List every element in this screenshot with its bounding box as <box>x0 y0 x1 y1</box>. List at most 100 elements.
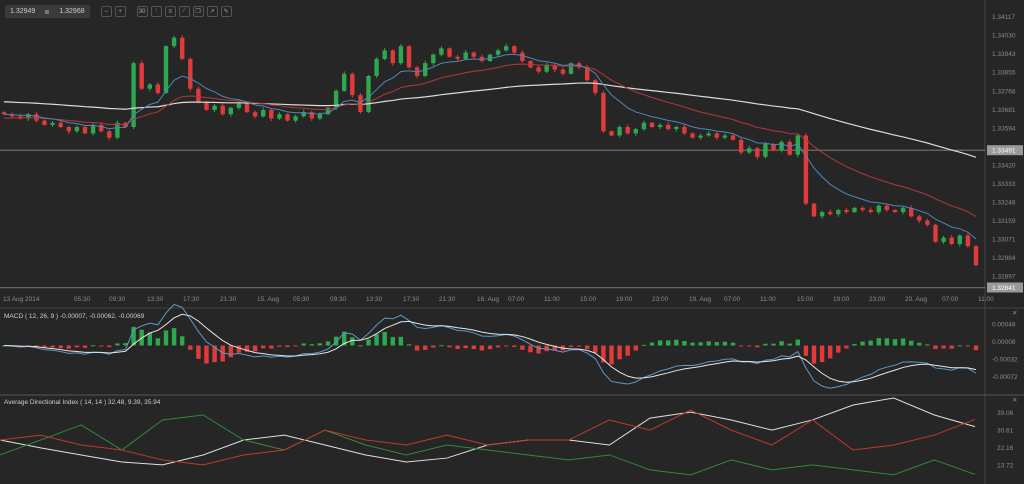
macd-histogram-bar <box>698 342 703 346</box>
price-tick-label: 1.34117 <box>992 14 1015 21</box>
indicators-icon[interactable]: ≡ <box>164 6 176 17</box>
macd-histogram-bar <box>34 345 39 347</box>
quote-box: 1.32949 1.32968 <box>5 5 90 18</box>
candle-body <box>350 73 355 96</box>
macd-histogram-bar <box>609 345 614 365</box>
macd-histogram-bar <box>439 345 444 347</box>
macd-histogram-bar <box>925 344 930 346</box>
candle-body <box>674 127 679 130</box>
macd-histogram-bar <box>585 345 590 349</box>
ma-mid-line <box>3 63 977 217</box>
macd-histogram-bar <box>277 345 282 347</box>
zoom-in-icon[interactable]: + <box>114 6 126 17</box>
candle-body <box>220 105 225 115</box>
candle-body <box>147 84 152 89</box>
candle-body <box>342 73 347 91</box>
candle-body <box>358 95 363 113</box>
candle-body <box>42 120 47 125</box>
macd-histogram-bar <box>261 345 266 349</box>
macd-histogram-bar <box>706 341 711 346</box>
candle-body <box>593 80 598 93</box>
macd-histogram-bar <box>131 326 136 346</box>
last-price-marker <box>987 282 1023 293</box>
candle-body <box>933 224 938 242</box>
macd-histogram-bar <box>350 337 355 346</box>
candle-body <box>803 135 809 204</box>
macd-label: MACD ( 12, 26, 9 ) -0.00007, -0.00062, -… <box>4 313 145 320</box>
price-tick-label: 1.33855 <box>992 70 1016 77</box>
candle-body <box>66 127 71 132</box>
candle-body <box>90 124 96 134</box>
candle-body <box>730 135 736 140</box>
macd-histogram-bar <box>107 345 112 348</box>
zoom-out-icon[interactable]: − <box>100 6 112 17</box>
macd-histogram-bar <box>973 345 979 351</box>
close-adx-icon: ✕ <box>1012 397 1017 404</box>
macd-histogram-bar <box>123 343 128 346</box>
chart-toolbar: 1.32949 1.32968 − + 30 ⫶ ≡ ⟋ ❐ ↗ ✎ <box>5 5 232 18</box>
drawing-icon[interactable]: ⟋ <box>178 6 190 17</box>
candle-body <box>787 141 792 155</box>
time-tick-label: 15:00 <box>580 296 597 303</box>
macd-histogram-bar <box>309 344 314 346</box>
macd-histogram-bar <box>803 345 809 356</box>
pencil-icon[interactable]: ✎ <box>220 6 232 17</box>
macd-histogram-bar <box>236 345 242 353</box>
candle-body <box>58 122 63 127</box>
layers-icon[interactable]: ❐ <box>192 6 204 17</box>
candle-body <box>325 107 331 115</box>
macd-histogram-bar <box>641 344 647 346</box>
candle-body <box>552 65 557 70</box>
macd-histogram-bar <box>722 341 728 346</box>
candle-body <box>747 148 752 153</box>
price-tick-label: 1.33159 <box>992 218 1016 225</box>
candle-body <box>9 114 15 117</box>
candle-body <box>844 209 849 213</box>
chart-type-icon[interactable]: ⫶ <box>150 6 162 17</box>
candle-body <box>925 220 930 225</box>
candle-body <box>965 235 971 247</box>
candle-body <box>115 122 120 138</box>
candle-body <box>495 50 501 55</box>
candle-body <box>957 235 962 245</box>
macd-histogram-bar <box>900 338 906 346</box>
price-tick-label: 1.33333 <box>992 181 1016 188</box>
candle-body <box>633 129 638 134</box>
candle-body <box>973 246 979 266</box>
adx-minus_di-line <box>0 409 976 466</box>
macd-histogram-bar <box>852 343 857 346</box>
candle-body <box>666 124 671 130</box>
candle-body <box>512 46 517 53</box>
macd-histogram-bar <box>66 345 71 349</box>
candle-body <box>836 209 841 215</box>
candle-body <box>560 69 566 74</box>
macd-histogram-bar <box>593 345 598 353</box>
candle-body <box>811 203 817 217</box>
macd-histogram-bar <box>811 345 817 364</box>
macd-histogram-bar <box>90 345 96 347</box>
candle-body <box>455 56 460 59</box>
candle-body <box>212 105 217 110</box>
time-tick-label: 19:00 <box>833 296 850 303</box>
macd-histogram-bar <box>819 345 825 363</box>
macd-histogram-bar <box>520 345 525 350</box>
macd-histogram-bar <box>690 342 695 346</box>
time-tick-label: 07:00 <box>942 296 959 303</box>
macd-histogram-bar <box>495 345 501 348</box>
candle-body <box>949 237 954 245</box>
candle-body <box>909 207 914 217</box>
macd-histogram-bar <box>844 345 849 349</box>
time-tick-label: 11:00 <box>978 296 994 303</box>
trendline-icon[interactable]: ↗ <box>206 6 218 17</box>
price-tick-label: 1.34030 <box>992 33 1016 40</box>
timeframe-icon[interactable]: 30 <box>136 6 148 17</box>
candle-body <box>682 127 687 134</box>
candle-body <box>876 205 881 213</box>
macd-line <box>3 303 977 389</box>
macd-histogram-bar <box>504 345 509 347</box>
price-tick-label: 1.33246 <box>992 199 1016 206</box>
candle-body <box>504 46 509 51</box>
candle-body <box>479 56 485 62</box>
